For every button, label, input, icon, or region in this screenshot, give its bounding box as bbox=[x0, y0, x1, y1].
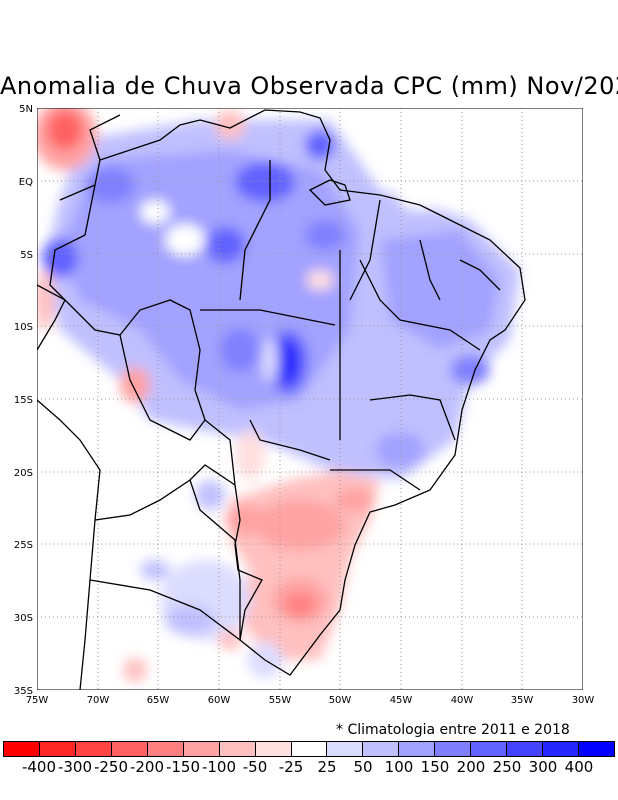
lon-label: 50W bbox=[329, 695, 352, 706]
legend-swatch bbox=[399, 742, 436, 756]
legend-swatch bbox=[219, 742, 256, 756]
lon-axis: 75W 70W 65W 60W 55W 50W 45W 40W 35W 30W bbox=[26, 695, 595, 706]
lon-label: 55W bbox=[269, 695, 292, 706]
legend-swatch bbox=[39, 742, 76, 756]
lat-label: EQ bbox=[19, 177, 33, 188]
legend-swatch bbox=[543, 742, 579, 756]
lon-label: 30W bbox=[572, 695, 595, 706]
map-title: Anomalia de Chuva Observada CPC (mm) Nov… bbox=[0, 72, 618, 100]
legend-label: -300 bbox=[57, 758, 93, 776]
legend-swatch bbox=[4, 742, 40, 756]
legend-label: 300 bbox=[528, 758, 558, 776]
legend-label: -250 bbox=[93, 758, 129, 776]
legend-swatch bbox=[183, 742, 220, 756]
legend-label: 25 bbox=[317, 758, 337, 776]
legend-label: 50 bbox=[353, 758, 373, 776]
anomaly-field bbox=[37, 108, 583, 690]
climatology-note: * Climatologia entre 2011 e 2018 bbox=[336, 722, 570, 738]
lon-label: 35W bbox=[511, 695, 534, 706]
lat-label: 30S bbox=[14, 613, 33, 624]
lon-label: 40W bbox=[451, 695, 474, 706]
lon-label: 45W bbox=[390, 695, 413, 706]
legend-swatch bbox=[147, 742, 184, 756]
legend-label: -100 bbox=[201, 758, 237, 776]
legend-swatch bbox=[75, 742, 112, 756]
lat-label: 15S bbox=[14, 395, 33, 406]
color-legend bbox=[3, 741, 615, 757]
legend-swatch bbox=[435, 742, 472, 756]
legend-label: 400 bbox=[564, 758, 594, 776]
legend-swatch bbox=[507, 742, 544, 756]
legend-swatch bbox=[255, 742, 292, 756]
legend-label: 250 bbox=[492, 758, 522, 776]
lon-label: 65W bbox=[147, 695, 170, 706]
country-borders bbox=[37, 109, 526, 690]
anomaly-map: 75W 70W 65W 60W 55W 50W 45W 40W 35W 30W … bbox=[14, 104, 595, 706]
legend-swatch bbox=[579, 742, 614, 756]
lat-label: 5N bbox=[19, 104, 33, 115]
lat-label: 10S bbox=[14, 322, 33, 333]
lat-label: 25S bbox=[14, 540, 33, 551]
lat-label: 20S bbox=[14, 468, 33, 479]
legend-swatch bbox=[363, 742, 400, 756]
lon-label: 75W bbox=[26, 695, 49, 706]
lat-label: 5S bbox=[20, 250, 33, 261]
legend-label: -400 bbox=[21, 758, 57, 776]
legend-label: 200 bbox=[456, 758, 486, 776]
legend-label: -25 bbox=[278, 758, 304, 776]
legend-swatch bbox=[471, 742, 508, 756]
legend-label: -200 bbox=[129, 758, 165, 776]
lon-label: 60W bbox=[208, 695, 231, 706]
legend-label: 150 bbox=[420, 758, 450, 776]
legend-labels: -400 -300 -250 -200 -150 -100 -50 -25 25… bbox=[0, 758, 618, 778]
lon-label: 70W bbox=[87, 695, 110, 706]
grid-lines bbox=[37, 108, 583, 690]
legend-label: -50 bbox=[242, 758, 268, 776]
legend-label: 100 bbox=[384, 758, 414, 776]
lat-axis: 5N EQ 5S 10S 15S 20S 25S 30S 35S bbox=[14, 104, 33, 697]
legend-swatch bbox=[291, 742, 328, 756]
lat-label: 35S bbox=[14, 686, 33, 697]
legend-label: -150 bbox=[165, 758, 201, 776]
legend-swatch bbox=[111, 742, 148, 756]
legend-swatch bbox=[327, 742, 364, 756]
